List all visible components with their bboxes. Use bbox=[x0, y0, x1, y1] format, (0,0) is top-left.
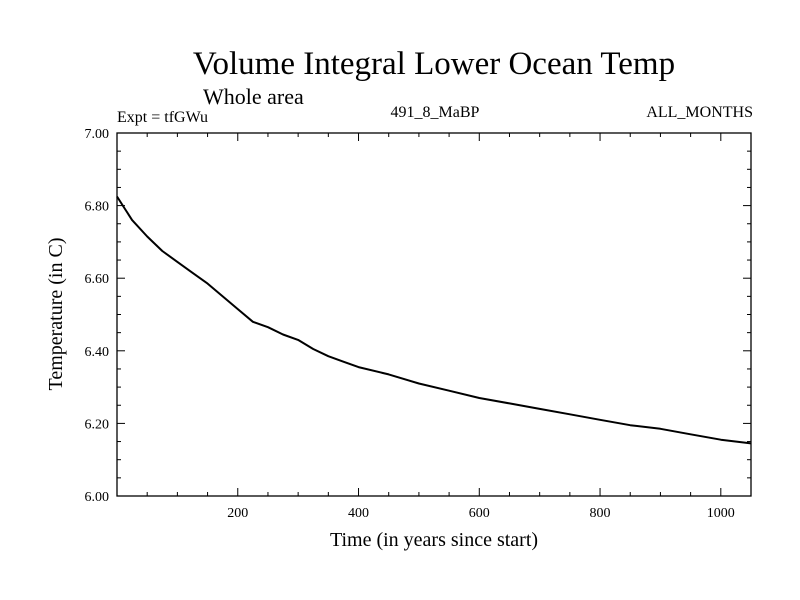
axis-ticks: 200 400 600 800 1000 6.00 6.20 6.40 6.60 6.80 7.00 bbox=[85, 127, 751, 521]
chart-title: Volume Integral Lower Ocean Temp bbox=[193, 46, 675, 82]
months-label: ALL_MONTHS bbox=[646, 104, 753, 121]
experiment-label: Expt = tfGWu bbox=[117, 109, 208, 126]
plot-frame bbox=[116, 132, 752, 497]
x-tick-label: 400 bbox=[348, 506, 369, 521]
y-tick-label: 7.00 bbox=[85, 127, 110, 142]
x-tick-label: 600 bbox=[469, 506, 490, 521]
y-axis-label: Temperature (in C) bbox=[45, 238, 67, 391]
y-tick-label: 6.60 bbox=[85, 272, 110, 287]
x-axis-label: Time (in years since start) bbox=[330, 529, 538, 551]
y-tick-label: 6.80 bbox=[85, 200, 110, 215]
y-tick-label: 6.40 bbox=[85, 345, 110, 360]
y-tick-label: 6.00 bbox=[85, 490, 110, 505]
x-tick-label: 1000 bbox=[707, 506, 735, 521]
x-tick-label: 200 bbox=[227, 506, 248, 521]
series-layer bbox=[116, 195, 752, 445]
chart-subtitle: Whole area bbox=[203, 84, 304, 109]
period-label: 491_8_MaBP bbox=[391, 104, 480, 121]
y-tick-label: 6.20 bbox=[85, 417, 110, 432]
x-tick-label: 800 bbox=[590, 506, 611, 521]
series-line bbox=[116, 195, 752, 445]
